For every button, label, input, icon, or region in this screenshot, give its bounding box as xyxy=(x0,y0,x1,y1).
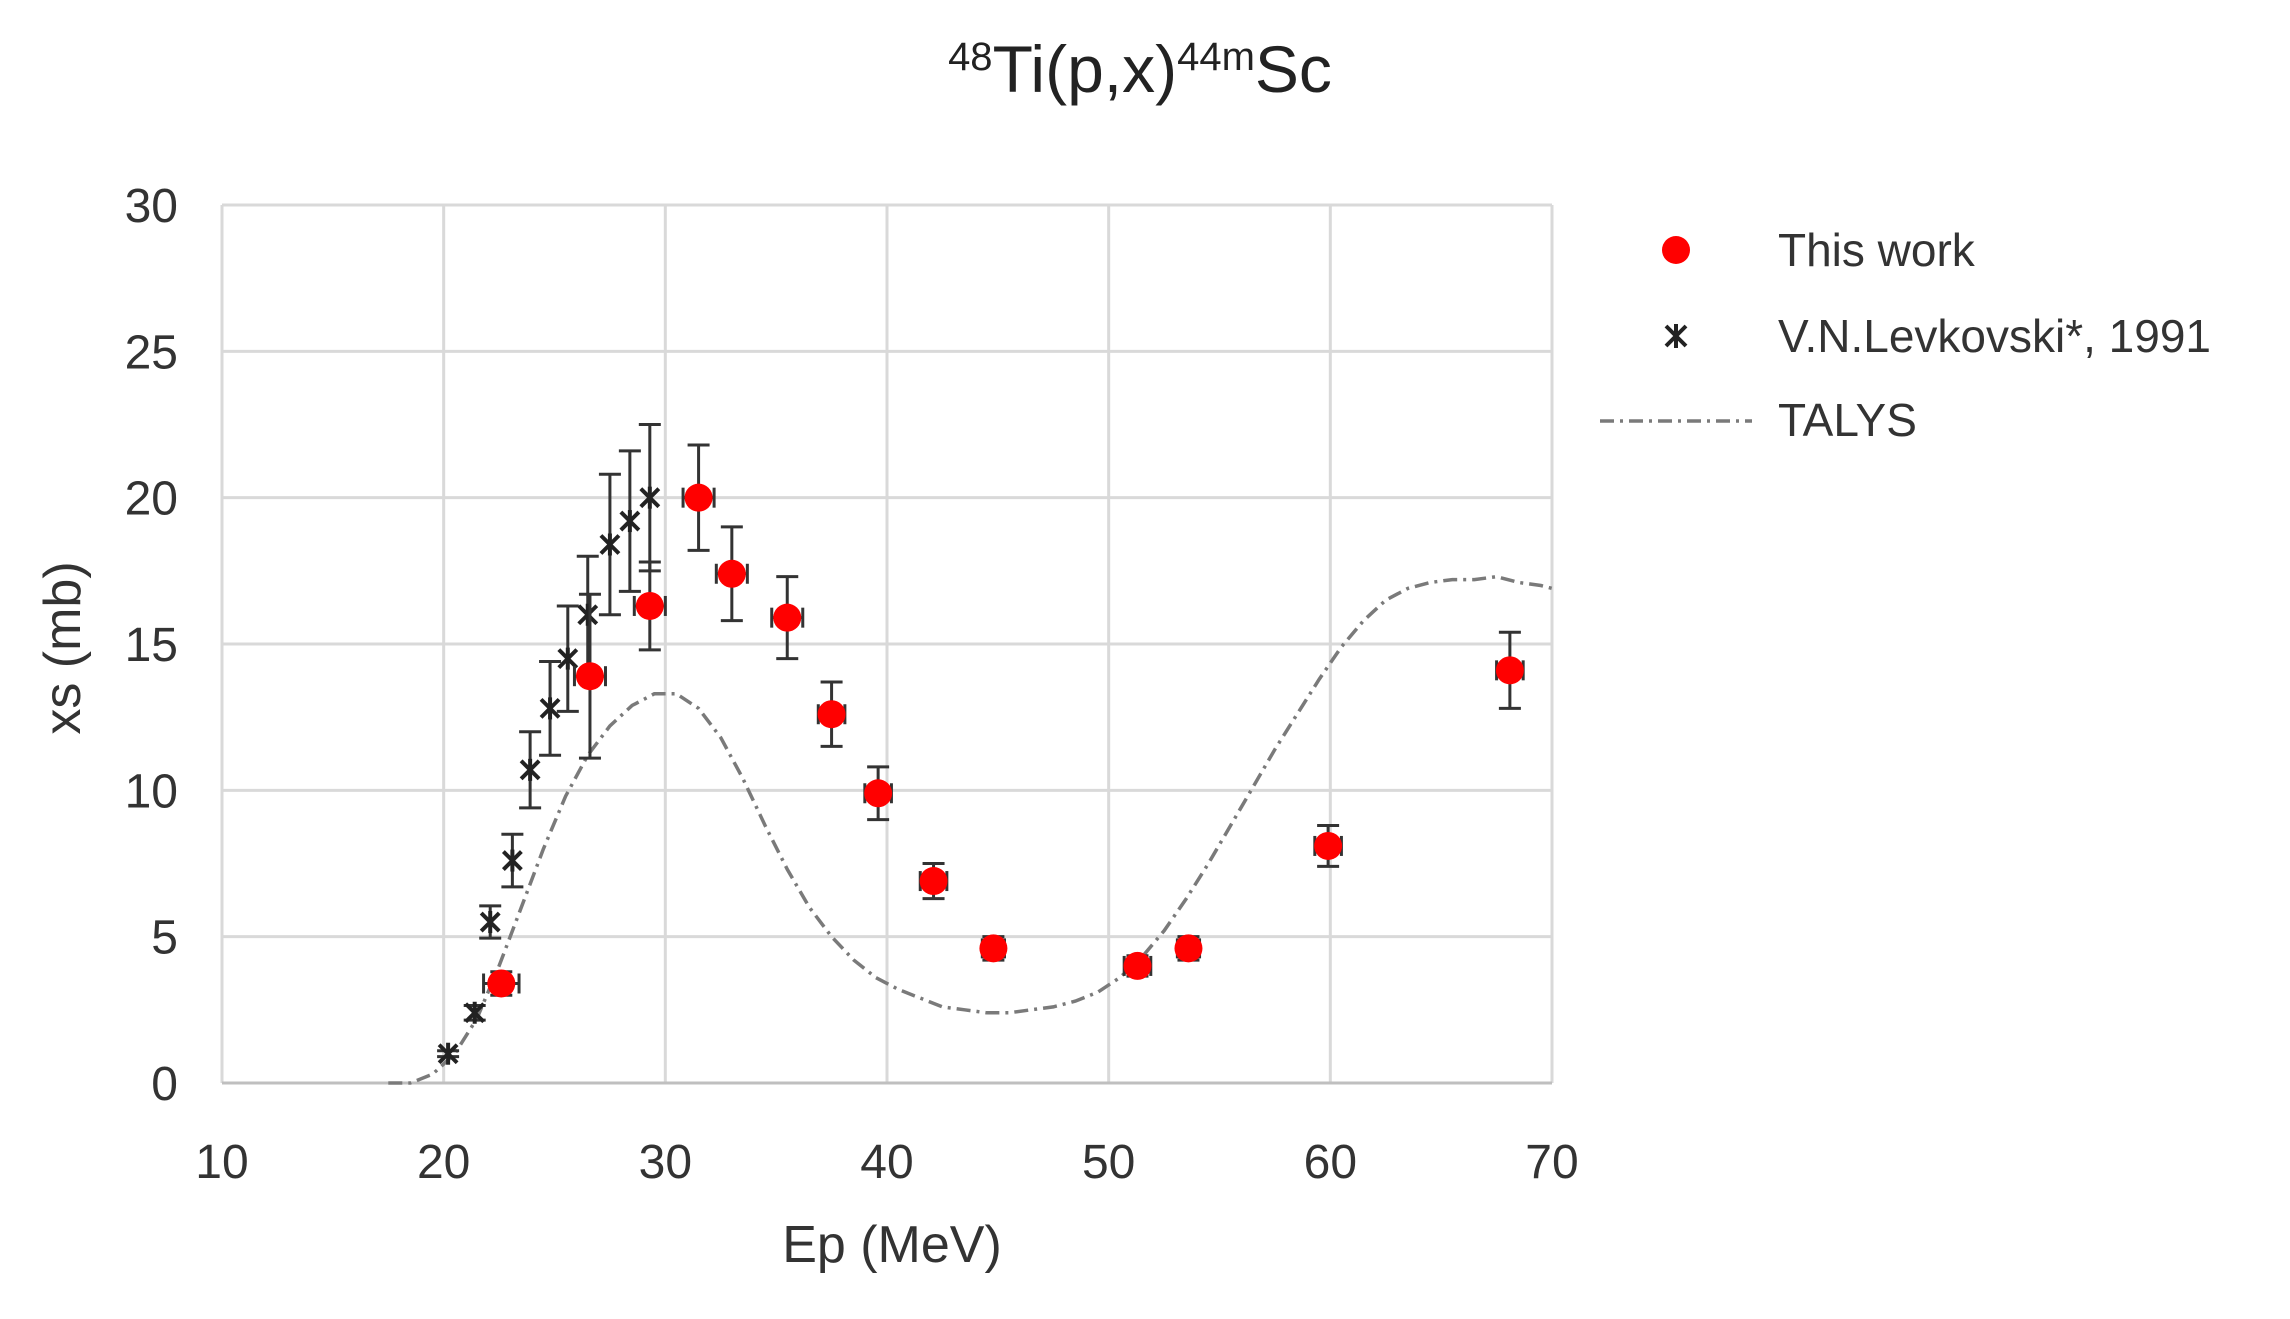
levkovski-point xyxy=(437,1042,460,1065)
legend-label-talys: TALYS xyxy=(1778,394,1917,446)
y-tick-label: 0 xyxy=(151,1058,178,1111)
legend-marker-levkovski xyxy=(1664,324,1688,348)
this-work-point xyxy=(482,969,521,998)
this-work-marker xyxy=(817,700,846,729)
x-tick-label: 60 xyxy=(1304,1136,1357,1189)
this-work-marker xyxy=(487,969,516,998)
this-work-point xyxy=(918,862,949,901)
levkovski-series xyxy=(437,423,661,1065)
plot-frame xyxy=(220,205,1552,1085)
levkovski-point xyxy=(519,730,542,810)
talys-curve xyxy=(388,574,1553,1085)
levkovski-point xyxy=(479,904,502,940)
x-tick-label: 50 xyxy=(1082,1136,1135,1189)
this-work-point xyxy=(863,765,893,822)
this-work-marker xyxy=(1123,951,1152,980)
this-work-marker xyxy=(773,603,802,632)
this-work-point xyxy=(1122,951,1153,980)
y-tick-label: 20 xyxy=(125,473,178,526)
this-work-point xyxy=(1174,934,1203,963)
x-tick-label: 20 xyxy=(417,1136,470,1189)
levkovski-point xyxy=(556,604,579,713)
this-work-point xyxy=(681,443,716,552)
chart-title: 48Ti(p,x)44mSc xyxy=(948,32,1332,106)
this-work-point xyxy=(770,575,805,661)
this-work-point xyxy=(1495,630,1525,710)
title-mass-number: 48 xyxy=(948,35,993,79)
this-work-point xyxy=(714,525,749,623)
this-work-point xyxy=(979,934,1008,963)
y-tick-labels: 0 5 10 15 20 25 30 xyxy=(125,180,178,1111)
y-axis-title: xs (mb) xyxy=(34,561,92,734)
this-work-marker xyxy=(1495,656,1524,685)
title-target-reaction: Ti(p,x) xyxy=(993,32,1178,106)
this-work-marker xyxy=(635,591,664,620)
this-work-marker xyxy=(684,483,713,512)
levkovski-point xyxy=(539,660,562,757)
this-work-marker xyxy=(575,662,604,691)
legend-label-this-work: This work xyxy=(1778,224,1976,276)
x-tick-label: 40 xyxy=(860,1136,913,1189)
this-work-point xyxy=(1313,823,1343,868)
this-work-point xyxy=(816,680,847,748)
this-work-marker xyxy=(919,867,948,896)
this-work-marker xyxy=(717,559,746,588)
x-tick-label: 30 xyxy=(639,1136,692,1189)
legend: This work V.N.Levkovski*, 1991 TALYS xyxy=(1600,224,2211,446)
this-work-series xyxy=(482,443,1525,998)
levkovski-point xyxy=(463,1001,486,1024)
this-work-marker xyxy=(864,779,893,808)
grid xyxy=(222,203,1554,1083)
this-work-marker xyxy=(1174,934,1203,963)
this-work-point xyxy=(572,592,607,760)
legend-label-levkovski: V.N.Levkovski*, 1991 xyxy=(1778,310,2211,362)
this-work-marker xyxy=(979,934,1008,963)
x-tick-label: 70 xyxy=(1525,1136,1578,1189)
levkovski-point xyxy=(618,449,641,593)
levkovski-point xyxy=(598,472,621,617)
legend-marker-this-work xyxy=(1662,236,1690,264)
talys-series xyxy=(388,574,1553,1085)
levkovski-point xyxy=(576,554,599,675)
title-product-mass: 44m xyxy=(1177,35,1255,79)
title-product-element: Sc xyxy=(1255,32,1332,106)
y-tick-label: 5 xyxy=(151,912,178,965)
x-tick-labels: 10 20 30 40 50 60 70 xyxy=(195,1136,1578,1189)
y-tick-label: 15 xyxy=(125,619,178,672)
this-work-marker xyxy=(1314,831,1343,860)
y-tick-label: 10 xyxy=(125,765,178,818)
y-tick-label: 30 xyxy=(125,180,178,233)
x-axis-title: Ep (MeV) xyxy=(782,1216,1002,1274)
y-tick-label: 25 xyxy=(125,326,178,379)
this-work-point xyxy=(632,560,667,652)
levkovski-point xyxy=(501,832,524,889)
x-tick-label: 10 xyxy=(195,1136,248,1189)
